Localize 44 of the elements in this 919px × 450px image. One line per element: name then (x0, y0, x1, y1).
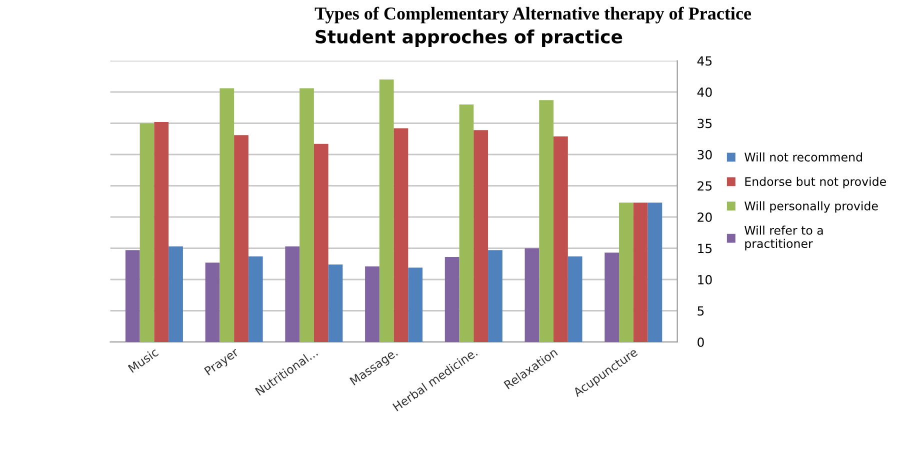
y-tick-label: 15 (698, 244, 712, 254)
bar (604, 252, 620, 342)
y-tick-label: 0 (698, 337, 704, 347)
bar (408, 268, 423, 342)
bar (234, 135, 248, 342)
bar (285, 246, 300, 342)
y-tick-label: 45 (697, 56, 712, 66)
bar (140, 123, 154, 342)
bar (648, 202, 662, 342)
bar (168, 246, 183, 342)
bar (379, 80, 394, 342)
bar (248, 256, 263, 342)
chart-title: Types of Complementary Alternative therapy of Practice (314, 6, 752, 24)
bar (524, 248, 540, 342)
y-tick-label: 35 (698, 118, 712, 128)
legend-label: Will personally provide (744, 201, 878, 213)
y-tick-label: 40 (697, 87, 712, 97)
y-tick-label: 25 (698, 181, 712, 191)
bar (220, 88, 234, 342)
bar (554, 136, 568, 342)
y-tick-label: 20 (698, 212, 712, 222)
bar (474, 130, 488, 342)
bar (314, 144, 328, 342)
chart-subtitle: Student approches of practice (316, 30, 622, 47)
legend-label: Will not recommend (744, 152, 862, 162)
bar (300, 88, 314, 342)
y-tick-label: 5 (698, 306, 704, 316)
bar (125, 250, 140, 342)
legend-label: Endorse but not provide (745, 176, 886, 188)
y-tick-label: 10 (698, 274, 712, 284)
bar (328, 264, 343, 342)
bar (365, 266, 380, 342)
bar (205, 262, 220, 342)
bar (619, 202, 634, 342)
bar (444, 257, 460, 342)
y-tick-label: 30 (698, 150, 712, 160)
bar (488, 250, 502, 342)
legend-label: Will refer to a practitioner (744, 226, 823, 250)
bar (539, 100, 554, 342)
bar (154, 122, 169, 342)
bar (568, 256, 582, 342)
bar (633, 202, 648, 342)
bar (459, 104, 474, 342)
bar (394, 128, 408, 342)
